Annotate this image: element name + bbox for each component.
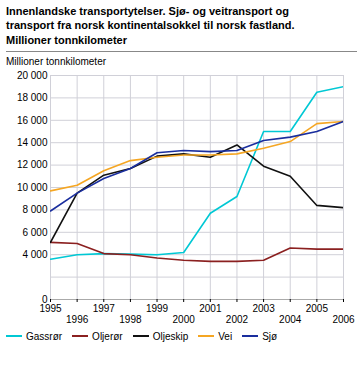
svg-text:1998: 1998 <box>119 313 142 324</box>
html-text:Gassrør: Gassrør <box>26 330 63 342</box>
svg-text:16 000: 16 000 <box>17 114 48 125</box>
svg-text:2000: 2000 <box>173 313 196 324</box>
html-text:Sjø: Sjø <box>262 330 278 342</box>
svg-text:2001: 2001 <box>199 302 222 313</box>
html-text:Millioner tonnkilometer: Millioner tonnkilometer <box>6 55 106 67</box>
svg-text:18 000: 18 000 <box>17 92 48 103</box>
svg-text:4 000: 4 000 <box>22 249 47 260</box>
html-text:Oljerør: Oljerør <box>92 330 123 342</box>
html-text:Innenlandske transportytelser.: Innenlandske transportytelser. Sjø- og v… <box>6 5 289 17</box>
svg-text:8 000: 8 000 <box>22 204 47 215</box>
svg-text:14 000: 14 000 <box>17 137 48 148</box>
svg-text:1999: 1999 <box>146 302 169 313</box>
svg-text:2004: 2004 <box>279 313 302 324</box>
svg-text:2005: 2005 <box>306 302 329 313</box>
svg-text:1996: 1996 <box>66 313 89 324</box>
html-text:transport fra norsk kontinenta: transport fra norsk kontinentalsokkel ti… <box>6 19 295 32</box>
svg-text:2006: 2006 <box>332 313 355 324</box>
svg-text:6 000: 6 000 <box>22 226 47 237</box>
svg-text:0: 0 <box>41 293 48 305</box>
svg-text:10 000: 10 000 <box>17 182 48 193</box>
svg-text:2002: 2002 <box>226 313 249 324</box>
html-text:Oljeskip: Oljeskip <box>152 330 189 342</box>
svg-text:12 000: 12 000 <box>17 159 48 170</box>
svg-text:1995: 1995 <box>39 302 62 313</box>
svg-text:20 000: 20 000 <box>17 70 48 81</box>
html-text:Vei: Vei <box>218 330 233 342</box>
html-text:Millioner tonnkilometer: Millioner tonnkilometer <box>6 33 127 46</box>
svg-text:1997: 1997 <box>93 302 116 313</box>
svg-text:2003: 2003 <box>252 302 275 313</box>
